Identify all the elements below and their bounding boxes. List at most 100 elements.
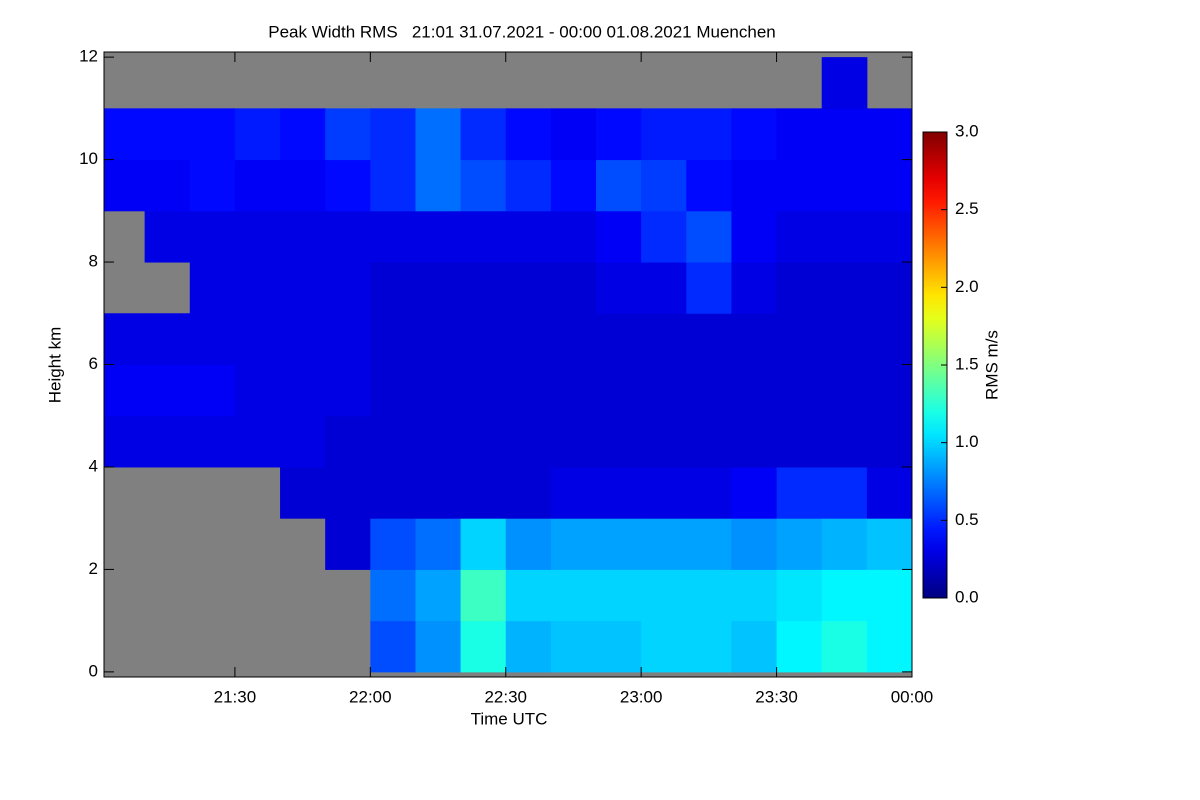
- heatmap-cell: [370, 159, 416, 212]
- heatmap-cell: [370, 313, 416, 365]
- x-tick-label: 22:30: [484, 687, 527, 706]
- heatmap-cell: [325, 108, 371, 161]
- heatmap-cell: [731, 620, 778, 673]
- heatmap-cell: [596, 364, 642, 417]
- chart-title: Peak Width RMS 21:01 31.07.2021 - 00:00 …: [268, 22, 776, 41]
- heatmap-cell: [731, 159, 778, 212]
- heatmap-cell: [550, 620, 597, 673]
- x-tick-label: 21:30: [214, 687, 257, 706]
- heatmap-cell: [731, 210, 778, 263]
- heatmap-cell: [104, 364, 146, 417]
- heatmap-cell: [415, 466, 462, 519]
- heatmap-cell: [596, 313, 642, 365]
- heatmap-cell: [641, 159, 687, 212]
- heatmap-cell: [776, 262, 823, 314]
- heatmap-cell: [776, 108, 823, 161]
- heatmap-cell: [641, 108, 687, 161]
- heatmap-cell: [686, 569, 732, 622]
- heatmap-cell: [505, 262, 552, 314]
- heatmap-cell: [234, 415, 281, 468]
- heatmap-cell: [460, 210, 507, 263]
- heatmap-cell: [866, 159, 912, 212]
- heatmap-cell: [370, 466, 416, 519]
- heatmap-cell: [731, 364, 778, 417]
- heatmap-cell: [104, 415, 146, 468]
- heatmap-cell: [505, 415, 552, 468]
- y-axis-label: Height km: [45, 327, 64, 404]
- x-tick-label: 23:30: [755, 687, 798, 706]
- heatmap-cell: [776, 569, 823, 622]
- heatmap-cell: [596, 262, 642, 314]
- heatmap-cell: [280, 313, 326, 365]
- heatmap-cell: [550, 466, 597, 519]
- heatmap-cell: [104, 108, 146, 161]
- colorbar-tick-label: 2.5: [955, 199, 979, 218]
- heatmap-cell: [415, 262, 462, 314]
- colorbar-tick-label: 0.0: [955, 587, 979, 606]
- heatmap-cell: [280, 159, 326, 212]
- heatmap-cell: [370, 569, 416, 622]
- heatmap-cell: [776, 415, 823, 468]
- heatmap-cell: [280, 108, 326, 161]
- heatmap-cell: [189, 313, 236, 365]
- heatmap-cell: [866, 620, 912, 673]
- heatmap-cell: [821, 415, 868, 468]
- heatmap-cell: [460, 569, 507, 622]
- heatmap-cell: [641, 364, 687, 417]
- heatmap-cell: [686, 518, 732, 570]
- heatmap-cell: [821, 108, 868, 161]
- heatmap-cell: [731, 108, 778, 161]
- heatmap-cell: [731, 466, 778, 519]
- heatmap-cell: [641, 620, 687, 673]
- heatmap-cell: [596, 569, 642, 622]
- heatmap-cell: [505, 466, 552, 519]
- heatmap-cell: [189, 415, 236, 468]
- heatmap-cell: [550, 262, 597, 314]
- heatmap-cell: [641, 313, 687, 365]
- heatmap-cell: [189, 262, 236, 314]
- heatmap-cell: [641, 569, 687, 622]
- heatmap-cell: [460, 466, 507, 519]
- heatmap-cell: [686, 364, 732, 417]
- heatmap-cell: [325, 262, 371, 314]
- heatmap-cell: [460, 313, 507, 365]
- heatmap-cell: [144, 159, 191, 212]
- heatmap-cell: [370, 108, 416, 161]
- heatmap-cell: [866, 262, 912, 314]
- heatmap-cell: [460, 620, 507, 673]
- heatmap-cell: [731, 262, 778, 314]
- heatmap-cell: [415, 569, 462, 622]
- heatmap-cell: [144, 364, 191, 417]
- heatmap-cell: [370, 620, 416, 673]
- heatmap-cell: [460, 108, 507, 161]
- heatmap-cell: [686, 159, 732, 212]
- y-tick-label: 2: [89, 559, 98, 578]
- y-tick-label: 4: [89, 456, 98, 475]
- heatmap-cell: [776, 364, 823, 417]
- heatmap-cell: [144, 415, 191, 468]
- heatmap-cell: [550, 159, 597, 212]
- heatmap-cell: [821, 210, 868, 263]
- heatmap-cell: [596, 466, 642, 519]
- heatmap-cell: [686, 620, 732, 673]
- heatmap-cell: [776, 466, 823, 519]
- heatmap-cell: [686, 262, 732, 314]
- heatmap-cell: [866, 364, 912, 417]
- heatmap-cell: [370, 415, 416, 468]
- heatmap-cell: [505, 313, 552, 365]
- x-tick-label: 23:00: [620, 687, 663, 706]
- heatmap-cell: [280, 466, 326, 519]
- colorbar-tick-label: 2.0: [955, 277, 979, 296]
- heatmap-cell: [776, 210, 823, 263]
- heatmap-cell: [415, 210, 462, 263]
- heatmap-cell: [821, 57, 868, 109]
- heatmap-cell: [189, 108, 236, 161]
- heatmap-cell: [280, 415, 326, 468]
- heatmap-cell: [686, 466, 732, 519]
- heatmap-cell: [686, 210, 732, 263]
- heatmap-cell: [821, 620, 868, 673]
- heatmap-cell: [866, 313, 912, 365]
- heatmap-cell: [731, 313, 778, 365]
- heatmap-cell: [104, 159, 146, 212]
- y-tick-label: 8: [89, 252, 98, 271]
